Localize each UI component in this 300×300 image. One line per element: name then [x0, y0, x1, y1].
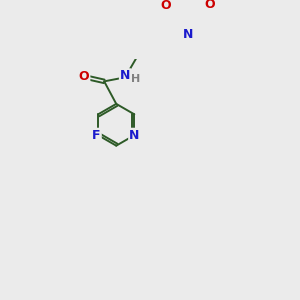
Text: N: N — [183, 28, 193, 41]
Text: O: O — [204, 0, 215, 11]
Text: F: F — [92, 129, 101, 142]
Text: H: H — [131, 74, 140, 84]
Text: N: N — [120, 69, 130, 82]
Text: O: O — [160, 0, 171, 11]
Text: O: O — [79, 70, 89, 83]
Text: N: N — [129, 129, 140, 142]
